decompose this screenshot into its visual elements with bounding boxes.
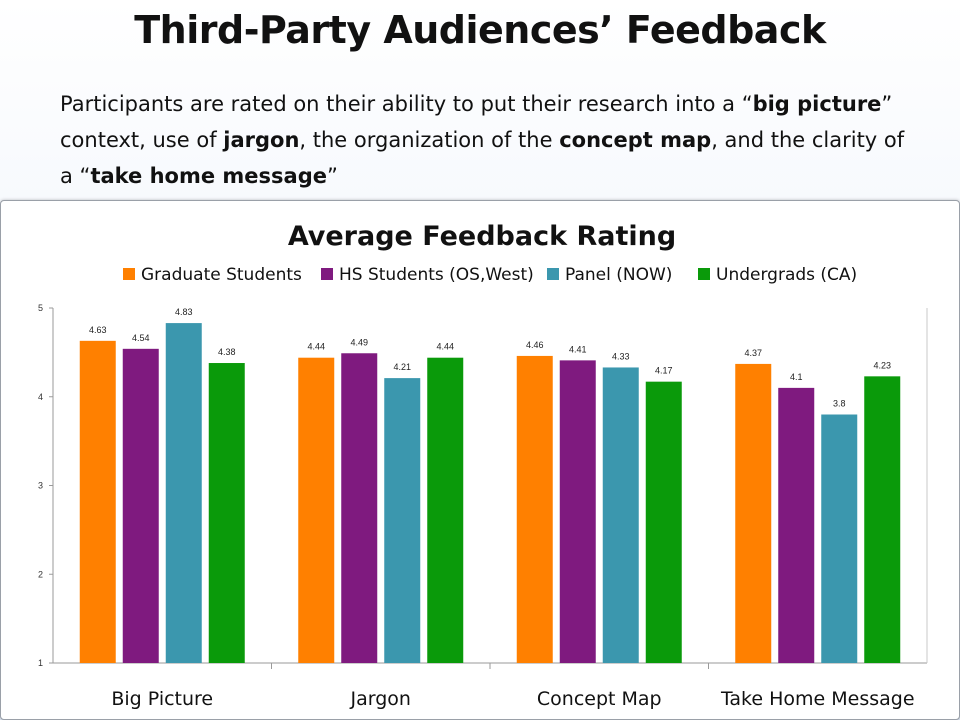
data-label: 4.37 xyxy=(744,348,762,358)
legend-label-graduate-students: Graduate Students xyxy=(141,265,302,285)
x-category-label: Big Picture xyxy=(111,688,213,710)
legend-swatch-undergrads-ca xyxy=(698,268,710,280)
description-text: ” context, use of xyxy=(60,92,893,152)
legend-swatch-panel-now xyxy=(547,268,559,280)
bar-big-picture-undergrads-ca xyxy=(208,363,245,663)
data-label: 4.54 xyxy=(132,333,150,343)
bar-concept-map-panel-now xyxy=(602,367,639,663)
bar-concept-map-hs-students-os-west xyxy=(559,360,596,663)
data-label: 4.1 xyxy=(790,372,803,382)
data-label: 3.8 xyxy=(833,399,846,409)
data-label: 4.44 xyxy=(307,342,325,352)
x-category-label: Concept Map xyxy=(537,688,662,710)
bar-concept-map-graduate-students xyxy=(516,355,553,663)
chart-panel: Average Feedback Rating Graduate Student… xyxy=(0,200,960,720)
legend-label-hs-students-os-west: HS Students (OS,West) xyxy=(339,265,534,285)
plot-area: 1 2 3 4 5 4.63 4.54 4.83 4.38 Big Picture 4.44 4.49… xyxy=(38,303,928,710)
data-label: 4.44 xyxy=(436,342,454,352)
data-label: 4.46 xyxy=(526,340,544,350)
bar-take-home-message-hs-students-os-west xyxy=(778,387,815,663)
bar-take-home-message-panel-now xyxy=(821,414,858,663)
legend-swatch-graduate-students xyxy=(123,268,135,280)
chart-legend: Graduate Students HS Students (OS,West) Pa… xyxy=(123,265,857,285)
description-emphasis: take home message xyxy=(90,164,327,188)
data-label: 4.17 xyxy=(655,366,673,376)
data-label: 4.83 xyxy=(175,307,193,317)
y-tick-label: 1 xyxy=(38,658,43,668)
bar-concept-map-undergrads-ca xyxy=(645,381,682,663)
data-label: 4.33 xyxy=(612,351,630,361)
description-emphasis: concept map xyxy=(559,128,712,152)
description-text: , and the clarity of a “ xyxy=(60,128,905,188)
bar-jargon-undergrads-ca xyxy=(427,357,464,663)
description-text: , the organization of the xyxy=(299,128,560,152)
description-text: ” xyxy=(327,164,338,188)
y-tick-label: 5 xyxy=(38,303,43,313)
bar-big-picture-graduate-students xyxy=(79,340,116,663)
x-category-label: Jargon xyxy=(350,688,411,710)
x-category-label: Take Home Message xyxy=(720,688,915,710)
data-label: 4.21 xyxy=(393,362,411,372)
chart-title: Average Feedback Rating xyxy=(288,221,676,252)
legend-swatch-hs-students-os-west xyxy=(321,268,333,280)
description-emphasis: big picture xyxy=(752,92,882,116)
data-label: 4.49 xyxy=(350,337,368,347)
bar-take-home-message-graduate-students xyxy=(735,363,772,663)
data-label: 4.38 xyxy=(218,347,236,357)
legend-label-undergrads-ca: Undergrads (CA) xyxy=(716,265,857,285)
slide-description: Participants are rated on their ability … xyxy=(60,86,920,194)
bar-big-picture-panel-now xyxy=(165,323,202,663)
data-label: 4.23 xyxy=(873,360,891,370)
y-tick-label: 2 xyxy=(38,569,43,579)
legend-label-panel-now: Panel (NOW) xyxy=(565,265,672,285)
bar-take-home-message-undergrads-ca xyxy=(864,376,901,663)
bar-jargon-hs-students-os-west xyxy=(341,353,378,663)
description-text: Participants are rated on their ability … xyxy=(60,92,753,116)
data-label: 4.41 xyxy=(569,344,587,354)
data-label: 4.63 xyxy=(89,325,107,335)
bar-big-picture-hs-students-os-west xyxy=(122,348,159,663)
bar-jargon-panel-now xyxy=(384,378,421,663)
y-tick-label: 3 xyxy=(38,481,43,491)
bar-jargon-graduate-students xyxy=(298,357,335,663)
y-tick-label: 4 xyxy=(38,392,43,402)
bar-chart: Average Feedback Rating Graduate Student… xyxy=(38,221,928,710)
page-title: Third-Party Audiences’ Feedback xyxy=(134,8,826,52)
description-emphasis: jargon xyxy=(223,128,300,152)
